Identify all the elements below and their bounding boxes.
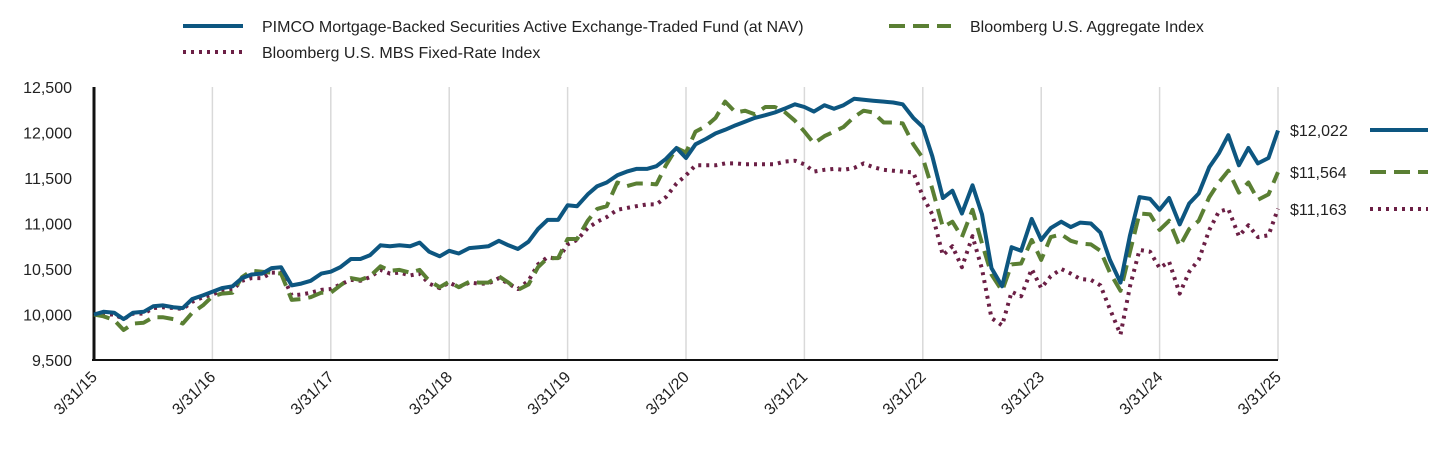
chart-legend: PIMCO Mortgage-Backed Securities Active …: [183, 19, 1204, 62]
x-axis-ticks: 3/31/15 3/31/16 3/31/17 3/31/18 3/31/19 3/31/…: [51, 369, 1285, 419]
legend-label-1: Bloomberg U.S. Aggregate Index: [970, 19, 1204, 36]
x-tick-label: 3/31/20: [643, 369, 693, 419]
y-axis-ticks: 9,500 10,000 10,500 11,000 11,500 12,000 12,50…: [23, 80, 72, 370]
legend-label-2: Bloomberg U.S. MBS Fixed-Rate Index: [262, 45, 540, 62]
legend-label-0: PIMCO Mortgage-Backed Securities Active …: [262, 19, 804, 36]
y-tick-label: 11,500: [24, 171, 72, 188]
end-value-labels: $12,022 $11,564 $11,163: [1290, 123, 1428, 219]
series-lines: [93, 96, 1280, 337]
x-tick-label: 3/31/24: [1117, 369, 1167, 419]
x-tick-label: 3/31/19: [525, 369, 575, 419]
x-tick-label: 3/31/25: [1235, 369, 1285, 419]
chart-axes: [92, 87, 1278, 361]
x-tick-label: 3/31/21: [761, 369, 811, 419]
y-tick-label: 10,500: [23, 262, 72, 279]
end-value-label-2: $11,163: [1290, 202, 1347, 219]
x-tick-label: 3/31/22: [880, 369, 930, 419]
series-line-0: [93, 96, 1280, 322]
x-tick-label: 3/31/17: [288, 369, 338, 419]
y-tick-label: 12,000: [23, 126, 72, 143]
vertical-gridlines: [211, 87, 1279, 360]
y-tick-label: 11,000: [24, 217, 72, 234]
end-value-label-1: $11,564: [1290, 165, 1347, 182]
series-line-1: [93, 99, 1280, 332]
x-tick-label: 3/31/18: [406, 369, 456, 419]
y-tick-label: 9,500: [32, 353, 72, 370]
end-value-label-0: $12,022: [1290, 123, 1348, 140]
y-tick-label: 10,000: [23, 308, 72, 325]
x-tick-label: 3/31/16: [169, 369, 219, 419]
x-tick-label: 3/31/23: [998, 369, 1048, 419]
x-tick-label: 3/31/15: [51, 369, 101, 419]
y-tick-label: 12,500: [23, 80, 72, 97]
